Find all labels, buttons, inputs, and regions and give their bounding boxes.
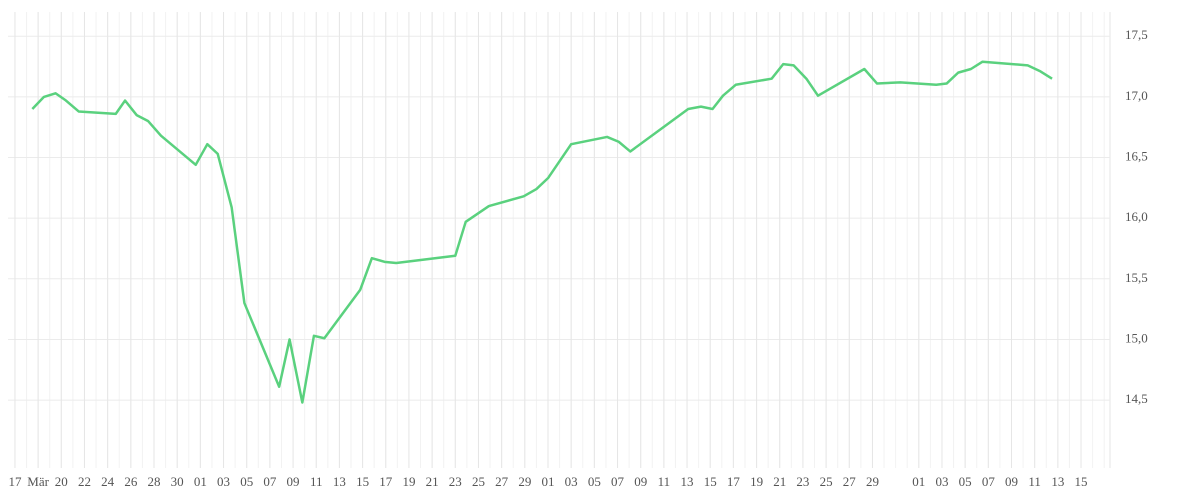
x-tick-label: 23 <box>449 474 462 489</box>
x-tick-label: 26 <box>124 474 138 489</box>
y-tick-label: 15,5 <box>1125 270 1148 285</box>
x-tick-label: Mär <box>27 474 49 489</box>
x-tick-label: 09 <box>287 474 300 489</box>
x-tick-label: 07 <box>611 474 625 489</box>
y-tick-label: 16,5 <box>1125 149 1148 164</box>
x-tick-label: 01 <box>541 474 554 489</box>
x-tick-label: 01 <box>194 474 207 489</box>
x-tick-label: 29 <box>518 474 531 489</box>
x-tick-label: 21 <box>426 474 439 489</box>
data-line <box>31 60 1053 404</box>
x-tick-label: 27 <box>843 474 857 489</box>
y-tick-label: 14,5 <box>1125 391 1148 406</box>
x-tick-label: 20 <box>55 474 68 489</box>
x-tick-label: 05 <box>959 474 972 489</box>
x-tick-label: 11 <box>310 474 323 489</box>
x-tick-label: 30 <box>171 474 184 489</box>
x-tick-label: 07 <box>982 474 996 489</box>
x-tick-label: 28 <box>148 474 161 489</box>
x-tick-label: 03 <box>935 474 948 489</box>
x-tick-label: 03 <box>565 474 578 489</box>
x-tick-label: 19 <box>402 474 415 489</box>
x-tick-label: 01 <box>912 474 925 489</box>
x-tick-label: 17 <box>8 474 22 489</box>
y-tick-label: 17,0 <box>1125 88 1148 103</box>
x-tick-label: 15 <box>356 474 369 489</box>
y-tick-label: 15,0 <box>1125 330 1148 345</box>
y-tick-label: 16,0 <box>1125 209 1148 224</box>
x-tick-label: 03 <box>217 474 230 489</box>
x-tick-label: 15 <box>704 474 717 489</box>
x-tick-label: 17 <box>379 474 393 489</box>
x-tick-label: 23 <box>796 474 809 489</box>
x-tick-label: 05 <box>588 474 601 489</box>
x-tick-label: 25 <box>820 474 833 489</box>
x-tick-label: 13 <box>1051 474 1064 489</box>
y-tick-label: 17,5 <box>1125 27 1148 42</box>
x-tick-label: 13 <box>333 474 346 489</box>
x-tick-label: 19 <box>750 474 763 489</box>
x-tick-label: 24 <box>101 474 115 489</box>
x-tick-label: 09 <box>634 474 647 489</box>
x-tick-label: 21 <box>773 474 786 489</box>
x-tick-label: 25 <box>472 474 485 489</box>
x-tick-label: 15 <box>1075 474 1088 489</box>
x-tick-label: 29 <box>866 474 879 489</box>
x-tick-label: 22 <box>78 474 91 489</box>
x-tick-label: 13 <box>681 474 694 489</box>
x-tick-label: 11 <box>1028 474 1041 489</box>
x-tick-label: 27 <box>495 474 509 489</box>
x-tick-label: 17 <box>727 474 741 489</box>
x-tick-label: 11 <box>658 474 671 489</box>
x-tick-label: 07 <box>263 474 277 489</box>
x-tick-label: 05 <box>240 474 253 489</box>
x-tick-label: 09 <box>1005 474 1018 489</box>
